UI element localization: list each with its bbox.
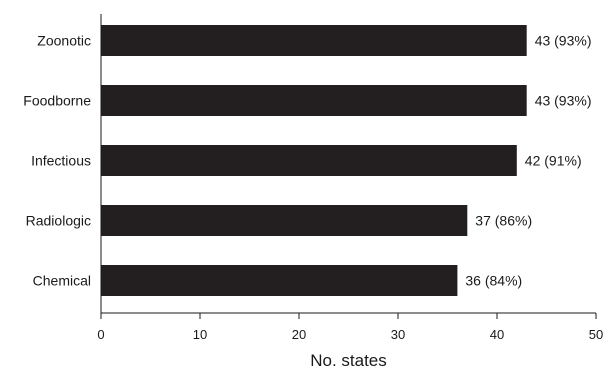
x-ticks-group: 0 10 20 30 40 50 [97,313,603,342]
bar-foodborne [101,85,527,116]
category-label-zoonotic: Zoonotic [37,33,91,49]
bar-chemical [101,265,458,296]
x-tick-label-20: 20 [292,327,306,342]
bars-group [101,25,527,296]
category-label-infectious: Infectious [31,153,91,169]
x-tick-label-10: 10 [193,327,207,342]
category-label-foodborne: Foodborne [23,93,91,109]
x-tick-label-30: 30 [391,327,405,342]
bar-zoonotic [101,25,527,56]
x-tick-label-40: 40 [490,327,504,342]
x-tick-label-50: 50 [589,327,603,342]
data-label-radiologic: 37 (86%) [475,213,532,229]
category-labels-group: Zoonotic Foodborne Infectious Radiologic Che… [23,33,91,289]
data-label-chemical: 36 (84%) [465,273,522,289]
data-labels-group: 43 (93%) 43 (93%) 42 (91%) 37 (86%) 36 (84%) [465,33,591,289]
data-label-infectious: 42 (91%) [525,153,582,169]
x-tick-label-0: 0 [97,327,104,342]
category-label-radiologic: Radiologic [26,213,91,229]
bar-radiologic [101,205,468,236]
data-label-foodborne: 43 (93%) [535,93,592,109]
data-label-zoonotic: 43 (93%) [535,33,592,49]
x-axis [100,14,596,314]
x-axis-title: No. states [310,351,387,370]
bar-infectious [101,145,517,176]
category-label-chemical: Chemical [33,273,91,289]
